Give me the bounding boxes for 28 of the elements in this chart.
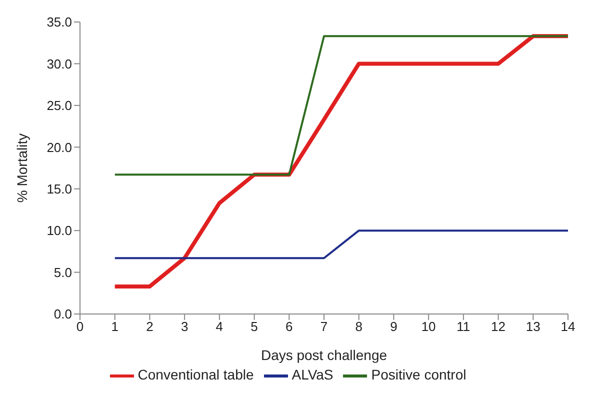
x-tick-label: 8 [355, 319, 362, 334]
x-tick-label: 14 [560, 319, 576, 334]
y-tick-label: 10.0 [46, 223, 72, 238]
legend-label: Conventional table [138, 366, 254, 383]
y-tick-label: 35.0 [46, 14, 72, 30]
legend-label: Positive control [371, 366, 466, 383]
x-tick-label: 1 [111, 319, 118, 334]
y-tick-label: 15.0 [46, 181, 72, 196]
x-tick-label: 2 [146, 319, 154, 334]
y-tick-label: 20.0 [46, 140, 72, 155]
x-tick-label: 9 [390, 319, 398, 334]
y-tick-label: 0.0 [54, 306, 72, 322]
x-tick-label: 13 [526, 319, 540, 334]
x-tick-label: 12 [491, 319, 506, 334]
x-tick-label: 3 [180, 319, 188, 334]
x-tick-label: 6 [286, 319, 293, 334]
y-tick-label: 25.0 [46, 98, 72, 114]
x-tick-label: 4 [216, 319, 224, 334]
x-tick-label: 0 [76, 319, 84, 334]
x-tick-label: 10 [421, 319, 436, 334]
y-tick-label: 30.0 [46, 56, 72, 72]
x-tick-label: 5 [250, 319, 258, 334]
legend-label: ALVaS [292, 366, 334, 383]
y-axis-title: % Mortality [14, 133, 30, 203]
x-tick-label: 11 [456, 319, 470, 334]
x-tick-label: 7 [320, 319, 328, 334]
y-tick-label: 5.0 [54, 264, 72, 280]
x-axis-title: Days post challenge [260, 347, 388, 363]
